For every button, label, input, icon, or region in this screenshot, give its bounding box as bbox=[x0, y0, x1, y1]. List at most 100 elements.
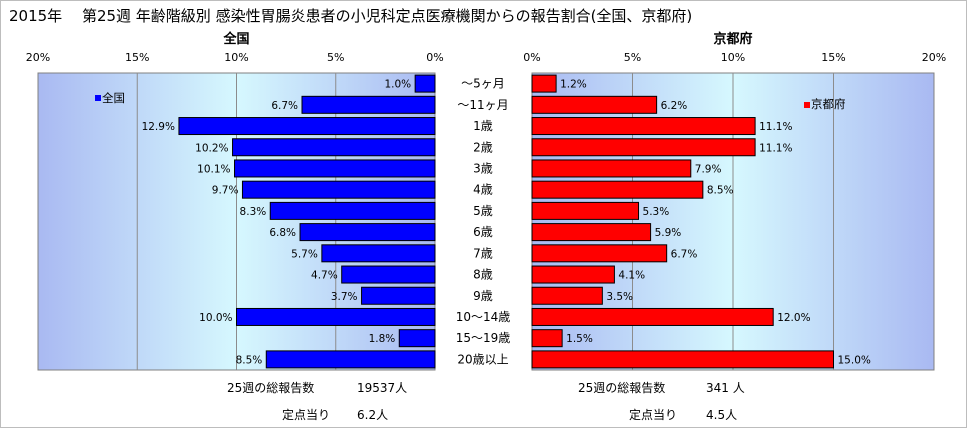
left-legend-label: 全国 bbox=[102, 91, 125, 105]
category-label: 8歳 bbox=[473, 268, 493, 282]
left-panel: 0% 5% 10% 15% 20% 全国 1.0% 6.7% 12.9% 10.2% 10.1% 9.… bbox=[26, 31, 444, 371]
right-data-label: 11.1% bbox=[759, 142, 792, 154]
left-data-label: 1.0% bbox=[384, 79, 411, 91]
right-bar bbox=[531, 138, 756, 157]
footer-kyoto-total-label: 25週の総報告数 bbox=[578, 380, 665, 395]
left-tick-label: 0% bbox=[426, 51, 443, 64]
right-bar bbox=[531, 286, 603, 305]
right-bar bbox=[531, 329, 563, 348]
right-data-label: 3.5% bbox=[606, 291, 633, 303]
category-label: 20歳以上 bbox=[457, 352, 508, 366]
category-label: 2歳 bbox=[473, 140, 493, 154]
left-bar bbox=[301, 95, 436, 114]
right-legend-label: 京都府 bbox=[811, 97, 846, 111]
footer-national-per-label: 定点当り bbox=[282, 407, 330, 422]
left-legend-swatch bbox=[95, 95, 101, 101]
footer-national-per-value: 6.2人 bbox=[357, 408, 388, 422]
footer-kyoto-per-value: 4.5人 bbox=[706, 408, 737, 422]
right-tick-label: 15% bbox=[821, 51, 845, 64]
right-data-label: 5.9% bbox=[655, 227, 682, 239]
right-data-label: 5.3% bbox=[643, 206, 670, 218]
right-panel-title: 京都府 bbox=[713, 31, 752, 47]
left-tick-label: 5% bbox=[327, 51, 344, 64]
category-label: 3歳 bbox=[473, 161, 493, 175]
category-label: 10～14歳 bbox=[456, 310, 511, 324]
right-data-label: 7.9% bbox=[695, 163, 722, 175]
right-data-label: 4.1% bbox=[618, 270, 645, 282]
left-data-label: 4.7% bbox=[311, 270, 338, 282]
left-bar bbox=[321, 244, 436, 263]
right-tick-label: 10% bbox=[721, 51, 745, 64]
left-bar bbox=[241, 180, 436, 199]
left-bar bbox=[398, 329, 436, 348]
left-data-label: 6.7% bbox=[271, 100, 298, 112]
left-bar bbox=[269, 201, 436, 220]
right-bar bbox=[531, 159, 692, 178]
left-bar bbox=[341, 265, 436, 284]
right-tick-label: 20% bbox=[922, 51, 946, 64]
left-data-label: 1.8% bbox=[369, 333, 396, 345]
footer-kyoto-total-value: 341 人 bbox=[706, 381, 745, 395]
right-bar bbox=[531, 350, 834, 369]
right-bar bbox=[531, 74, 557, 93]
right-bar bbox=[531, 180, 704, 199]
category-label: 15～19歳 bbox=[456, 331, 511, 345]
left-data-label: 10.1% bbox=[197, 163, 230, 175]
category-label: 6歳 bbox=[473, 225, 493, 239]
left-bar bbox=[299, 223, 436, 242]
left-bar bbox=[236, 307, 436, 326]
left-data-label: 9.7% bbox=[212, 185, 239, 197]
right-bar bbox=[531, 244, 668, 263]
left-bar bbox=[178, 117, 436, 136]
footer-national-total-label: 25週の総報告数 bbox=[227, 380, 314, 395]
left-bar bbox=[414, 74, 436, 93]
category-labels: ～5ヶ月 ～11ヶ月 1歳 2歳 3歳 4歳 5歳 6歳 7歳 8歳 9歳 10～14歳 15～19歳 2… bbox=[456, 77, 511, 367]
right-bar bbox=[531, 307, 774, 326]
right-bar bbox=[531, 117, 756, 136]
chart-title: 2015年 第25週 年齢階級別 感染性胃腸炎患者の小児科定点医療機関からの報告… bbox=[9, 7, 692, 25]
right-data-label: 6.2% bbox=[661, 100, 688, 112]
footer-national-total-value: 19537人 bbox=[357, 381, 407, 395]
category-label: 5歳 bbox=[473, 204, 493, 218]
right-data-label: 12.0% bbox=[777, 312, 810, 324]
left-panel-title: 全国 bbox=[222, 31, 249, 47]
left-data-label: 6.8% bbox=[269, 227, 296, 239]
right-data-label: 1.5% bbox=[566, 333, 593, 345]
right-data-label: 15.0% bbox=[838, 354, 871, 366]
left-data-label: 10.0% bbox=[199, 312, 232, 324]
left-bar bbox=[234, 159, 436, 178]
category-label: 9歳 bbox=[473, 289, 493, 303]
right-panel: 0% 5% 10% 15% 20% 京都府 1.2% 6.2% 11.1% 11.1% 7.9% 8.… bbox=[523, 31, 946, 371]
right-legend-swatch bbox=[804, 102, 810, 108]
footer-kyoto-per-label: 定点当り bbox=[629, 407, 677, 422]
category-label: ～11ヶ月 bbox=[457, 98, 508, 112]
left-tick-label: 10% bbox=[224, 51, 248, 64]
left-data-label: 3.7% bbox=[331, 291, 358, 303]
left-tick-label: 20% bbox=[26, 51, 50, 64]
left-data-label: 8.5% bbox=[236, 354, 263, 366]
category-label: 7歳 bbox=[473, 246, 493, 260]
left-bar bbox=[361, 286, 436, 305]
right-bar bbox=[531, 265, 615, 284]
right-data-label: 1.2% bbox=[560, 79, 587, 91]
category-label: 1歳 bbox=[473, 119, 493, 133]
footer: 25週の総報告数 19537人 定点当り 6.2人 25週の総報告数 341 人… bbox=[227, 380, 745, 422]
right-tick-label: 5% bbox=[624, 51, 641, 64]
right-data-label: 8.5% bbox=[707, 185, 734, 197]
right-bar bbox=[531, 95, 658, 114]
right-tick-label: 0% bbox=[523, 51, 540, 64]
right-data-label: 11.1% bbox=[759, 121, 792, 133]
right-bar bbox=[531, 201, 640, 220]
category-label: 4歳 bbox=[473, 183, 493, 197]
right-bar bbox=[531, 223, 652, 242]
left-data-label: 5.7% bbox=[291, 248, 318, 260]
right-data-label: 6.7% bbox=[671, 248, 698, 260]
left-data-label: 12.9% bbox=[142, 121, 175, 133]
left-tick-label: 15% bbox=[125, 51, 149, 64]
category-label: ～5ヶ月 bbox=[461, 77, 505, 91]
left-bar bbox=[265, 350, 436, 369]
left-data-label: 10.2% bbox=[195, 142, 228, 154]
left-data-label: 8.3% bbox=[240, 206, 267, 218]
